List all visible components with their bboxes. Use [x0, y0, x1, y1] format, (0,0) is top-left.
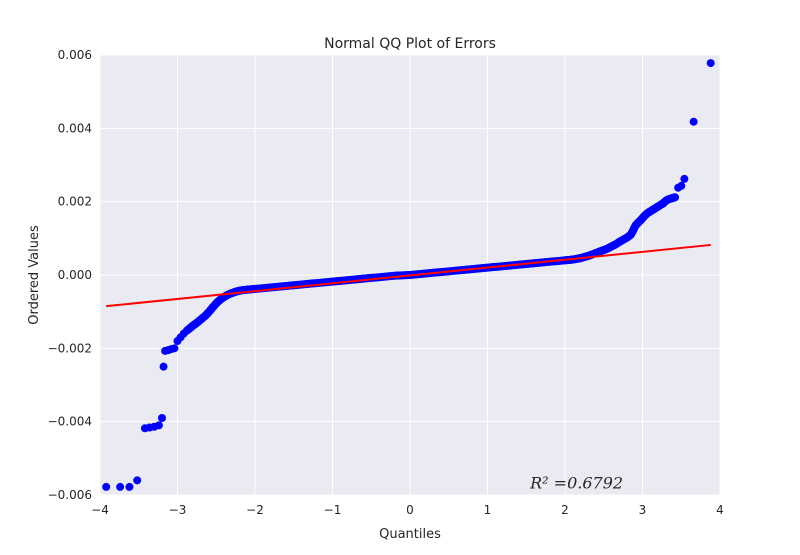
qq-point — [689, 117, 698, 126]
y-tick-label: 0.002 — [58, 195, 92, 209]
x-tick-label: −3 — [169, 503, 187, 517]
qq-point — [133, 476, 142, 485]
qq-point — [102, 482, 111, 491]
qq-point — [670, 193, 679, 202]
qq-point — [116, 482, 125, 491]
qq-point — [154, 421, 163, 430]
y-axis-label: Ordered Values — [27, 225, 42, 325]
y-tick-label: −0.002 — [48, 341, 92, 355]
y-tick-label: −0.004 — [48, 415, 92, 429]
chart-title: Normal QQ Plot of Errors — [324, 36, 496, 52]
grid-lines — [99, 54, 721, 496]
x-axis-label: Quantiles — [379, 527, 441, 542]
x-tick-label: −4 — [91, 503, 109, 517]
qq-point — [159, 362, 168, 371]
y-tick-label: 0.000 — [58, 268, 92, 282]
qq-point — [677, 181, 686, 190]
x-tick-label: −1 — [324, 503, 342, 517]
y-tick-label: 0.004 — [58, 121, 92, 135]
r-squared-annotation: R² =0.6792 — [529, 474, 623, 493]
x-tick-label: −2 — [246, 503, 264, 517]
qq-point — [680, 174, 689, 183]
y-tick-label: 0.006 — [58, 48, 92, 62]
fit-line-layer — [106, 243, 711, 308]
fit-line — [106, 243, 711, 308]
x-tick-label: 1 — [484, 503, 492, 517]
x-tick-label: 3 — [639, 503, 647, 517]
x-tick-label: 4 — [716, 503, 724, 517]
qq-point — [170, 344, 179, 353]
qq-point — [125, 482, 134, 491]
tick-labels: −4 −3 −2 −1 0 1 2 3 4 −0.006 −0.004 −0.002 0.000 0.00… — [48, 48, 724, 517]
qq-point — [158, 414, 166, 422]
y-tick-label: −0.006 — [48, 488, 92, 502]
x-tick-label: 2 — [561, 503, 569, 517]
qq-point — [706, 59, 715, 68]
x-tick-label: 0 — [406, 503, 414, 517]
